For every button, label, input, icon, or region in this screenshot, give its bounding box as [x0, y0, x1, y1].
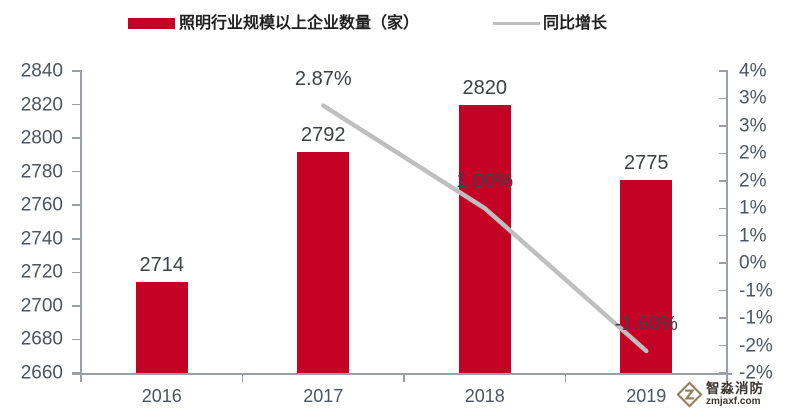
x-axis-tick — [403, 373, 405, 382]
x-axis-tick — [241, 373, 244, 382]
bar-2016 — [135, 282, 188, 373]
right-axis-tick — [718, 289, 727, 292]
right-axis-tick-label: 3% — [739, 115, 767, 137]
x-axis-category-label: 2017 — [303, 386, 344, 406]
right-axis-tick — [718, 234, 727, 237]
left-axis-tick — [72, 170, 81, 173]
right-axis-tick — [718, 317, 727, 319]
right-axis-tick-label: 2% — [739, 142, 767, 164]
left-axis-tick-label: 2820 — [20, 94, 63, 116]
x-axis-tick — [564, 373, 567, 382]
bar-2018 — [458, 104, 511, 373]
watermark-domain: zmjaxf.com — [706, 396, 761, 408]
right-axis-tick — [718, 207, 727, 210]
left-axis-tick — [72, 305, 81, 307]
left-axis-tick — [72, 372, 81, 374]
right-axis-tick-label: 2% — [739, 170, 767, 192]
right-axis-tick-label: -2% — [739, 335, 773, 357]
x-axis-tick — [80, 373, 82, 382]
left-axis-tick — [72, 238, 81, 240]
left-axis-tick — [72, 338, 81, 341]
right-axis-tick — [718, 125, 727, 127]
right-axis-tick-label: 1% — [739, 197, 767, 219]
right-axis-tick — [718, 344, 727, 347]
left-axis-tick — [72, 137, 81, 139]
right-axis-tick-label: 4% — [739, 60, 767, 82]
left-axis-tick-label: 2720 — [20, 261, 63, 283]
watermark-logo-icon — [676, 381, 703, 408]
growth-value-label: 2.87% — [294, 67, 352, 90]
bar-2019 — [620, 180, 673, 373]
x-axis-category-label: 2018 — [464, 386, 505, 406]
legend-line-label: 同比增长 — [543, 15, 608, 32]
left-axis-tick — [72, 103, 81, 106]
right-axis-tick — [718, 152, 727, 155]
growth-value-label: 1.00% — [456, 170, 514, 193]
bar-value-label: 2820 — [462, 76, 508, 99]
left-axis-tick-label: 2840 — [20, 60, 63, 82]
left-axis-tick — [72, 70, 81, 72]
left-axis-tick-label: 2700 — [20, 295, 63, 317]
bar-value-label: 2792 — [301, 123, 346, 146]
left-axis-line — [80, 70, 82, 374]
right-axis-line — [726, 70, 728, 374]
right-axis-tick-label: 1% — [739, 225, 767, 247]
right-axis-tick — [718, 180, 727, 182]
x-axis-line — [72, 373, 732, 375]
x-axis-category-label: 2016 — [141, 386, 182, 406]
watermark-text: 智淼消防 zmjaxf.com — [706, 382, 764, 408]
watermark: 智淼消防 zmjaxf.com — [676, 381, 764, 408]
bar-value-label: 2714 — [139, 254, 185, 277]
watermark-name: 智淼消防 — [706, 380, 764, 396]
right-axis-tick-label: 0% — [739, 252, 767, 274]
right-axis-tick — [718, 372, 727, 374]
x-axis-tick — [726, 373, 728, 382]
left-axis-tick — [72, 271, 81, 274]
left-axis-tick-label: 2800 — [20, 127, 63, 149]
right-axis-tick-label: -1% — [739, 280, 773, 302]
x-axis-category-label: 2019 — [626, 386, 667, 406]
right-axis-tick-label: -2% — [739, 362, 773, 384]
right-axis-tick — [718, 97, 727, 100]
left-axis-tick-label: 2740 — [20, 228, 63, 250]
legend-bar-swatch — [128, 18, 175, 29]
bar-value-label: 2775 — [624, 152, 669, 175]
left-axis-tick — [72, 204, 81, 206]
right-axis-tick-label: -1% — [739, 307, 773, 329]
right-axis-tick — [718, 262, 727, 264]
left-axis-tick-label: 2660 — [20, 362, 63, 384]
left-axis-tick-label: 2780 — [20, 161, 63, 183]
left-axis-tick-label: 2680 — [20, 328, 63, 350]
left-axis-tick-label: 2760 — [20, 194, 63, 216]
legend-line-swatch — [493, 22, 540, 25]
legend-bar-label: 照明行业规模以上企业数量（家） — [179, 15, 420, 32]
bar-2017 — [297, 151, 350, 373]
right-axis-tick — [718, 70, 727, 72]
growth-value-label: -1.60% — [614, 313, 678, 336]
right-axis-tick-label: 3% — [739, 87, 767, 109]
